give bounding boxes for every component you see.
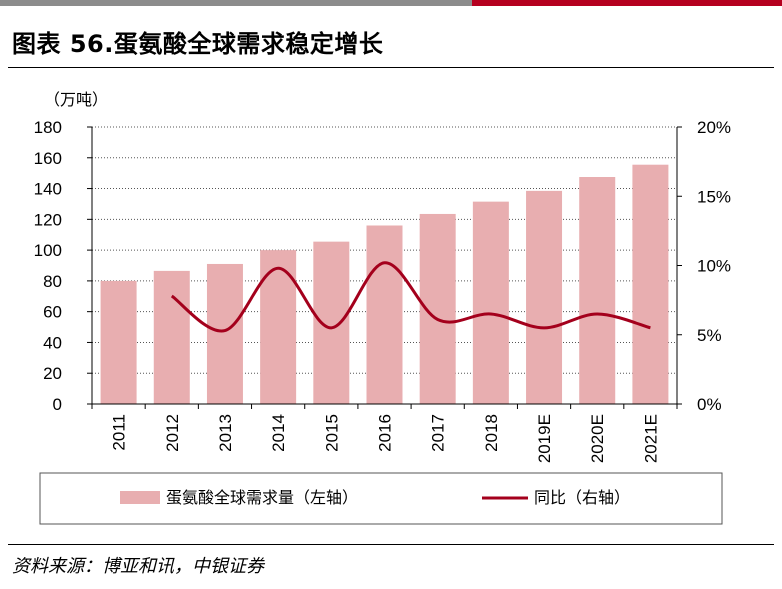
bar bbox=[632, 164, 669, 404]
x-tick-label: 2018 bbox=[482, 414, 501, 452]
x-tick-label: 2015 bbox=[322, 414, 341, 452]
y-left-tick-label: 140 bbox=[34, 180, 62, 199]
title-rule bbox=[8, 67, 774, 68]
legend-bar-label: 蛋氨酸全球需求量（左轴） bbox=[166, 488, 358, 507]
line-series bbox=[170, 261, 651, 333]
bar bbox=[313, 241, 350, 404]
x-tick-label: 2016 bbox=[376, 414, 395, 452]
y-left-tick-label: 40 bbox=[43, 333, 62, 352]
yoy-line bbox=[170, 261, 651, 333]
y-left-tick-label: 100 bbox=[34, 241, 62, 260]
y-right-tick-label: 10% bbox=[697, 257, 731, 276]
y-left-tick-label: 80 bbox=[43, 272, 62, 291]
y-axis-unit-label: （万吨） bbox=[44, 90, 108, 109]
y-left-tick-label: 180 bbox=[34, 118, 62, 137]
y-left-tick-label: 20 bbox=[43, 364, 62, 383]
legend-line-label: 同比（右轴） bbox=[534, 488, 630, 507]
x-tick-label: 2011 bbox=[110, 414, 129, 451]
bar bbox=[472, 201, 509, 404]
source-note: 资料来源：博亚和讯，中银证券 bbox=[12, 556, 264, 577]
x-tick-label: 2017 bbox=[429, 414, 448, 452]
top-accent-red bbox=[472, 0, 782, 6]
bar bbox=[260, 250, 297, 404]
bar bbox=[153, 270, 190, 404]
bar bbox=[366, 225, 403, 404]
x-tick-label: 2019E bbox=[535, 414, 554, 463]
y-right-tick-label: 5% bbox=[697, 326, 722, 345]
top-accent-grey bbox=[0, 0, 472, 6]
x-tick-label: 2020E bbox=[588, 414, 607, 463]
x-tick-label: 2014 bbox=[269, 414, 288, 452]
figure-title: 图表 56.蛋氨酸全球需求稳定增长 bbox=[12, 30, 384, 58]
y-left-tick-label: 60 bbox=[43, 303, 62, 322]
source-rule bbox=[8, 544, 774, 545]
y-right-tick-label: 0% bbox=[697, 395, 722, 414]
x-tick-label: 2012 bbox=[163, 414, 182, 452]
chart: 0 20 40 60 80 100 120 140 160 180 0% 5% 10% 15% 20% 2… bbox=[34, 90, 731, 525]
y-right-tick-label: 20% bbox=[697, 118, 731, 137]
bar bbox=[526, 190, 563, 404]
bar bbox=[579, 177, 616, 404]
y-left-tick-label: 120 bbox=[34, 210, 62, 229]
y-right-tick-label: 15% bbox=[697, 187, 731, 206]
x-tick-label: 2021E bbox=[641, 414, 660, 463]
legend-bar-swatch bbox=[120, 491, 160, 504]
top-accent-bar bbox=[0, 0, 782, 6]
legend-box bbox=[39, 472, 723, 525]
bar bbox=[100, 280, 137, 404]
y-left-tick-label: 0 bbox=[53, 395, 62, 414]
x-axis-ticks: 2011 2012 2013 2014 2015 2016 2017 2018 2019E 202… bbox=[110, 414, 661, 463]
x-tick-label: 2013 bbox=[216, 414, 235, 452]
bar bbox=[206, 263, 243, 404]
y-axis-left-ticks: 0 20 40 60 80 100 120 140 160 180 bbox=[34, 118, 92, 414]
y-axis-right-ticks: 0% 5% 10% 15% 20% bbox=[677, 118, 731, 414]
y-left-tick-label: 160 bbox=[34, 149, 62, 168]
bar-series bbox=[100, 164, 669, 404]
